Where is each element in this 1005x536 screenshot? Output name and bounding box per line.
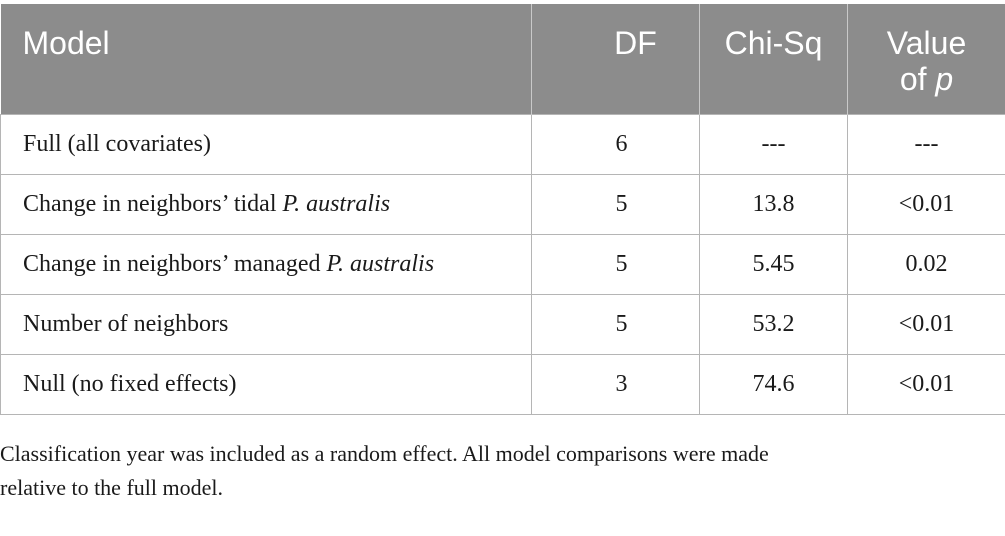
cell-pvalue: --- xyxy=(847,114,1005,175)
footnote-line-2: relative to the full model. xyxy=(0,475,223,500)
cell-model: Change in neighbors’ tidal P. australis xyxy=(0,174,532,235)
cell-model: Null (no fixed effects) xyxy=(0,354,532,415)
model-text: Full (all covariates) xyxy=(23,131,211,157)
cell-pvalue: <0.01 xyxy=(847,354,1005,415)
cell-pvalue: <0.01 xyxy=(847,174,1005,235)
header-pvalue-p: p xyxy=(935,61,954,97)
cell-df: 5 xyxy=(531,174,700,235)
cell-model: Number of neighbors xyxy=(0,294,532,355)
table-row: Number of neighbors 5 53.2 <0.01 xyxy=(0,294,1005,355)
model-species: P. australis xyxy=(282,191,391,217)
model-text: Null (no fixed effects) xyxy=(23,371,237,397)
table-header: Model DF Chi-Sq Value of p xyxy=(0,4,1005,115)
cell-df: 3 xyxy=(531,354,700,415)
table-row: Change in neighbors’ tidal P. australis … xyxy=(0,174,1005,235)
cell-df: 6 xyxy=(531,114,700,175)
cell-model: Change in neighbors’ managed P. australi… xyxy=(0,234,532,295)
header-row: Model DF Chi-Sq Value of p xyxy=(0,4,1005,115)
cell-df: 5 xyxy=(531,294,700,355)
header-chisq: Chi-Sq xyxy=(699,4,848,115)
table-row: Full (all covariates) 6 --- --- xyxy=(0,114,1005,175)
model-text: Number of neighbors xyxy=(23,311,229,337)
cell-chisq: --- xyxy=(699,114,848,175)
table-footnote: Classification year was included as a ra… xyxy=(0,437,1005,505)
results-table-container: Model DF Chi-Sq Value of p Full (all cov… xyxy=(0,4,1005,415)
table-row: Change in neighbors’ managed P. australi… xyxy=(0,234,1005,295)
header-model: Model xyxy=(0,4,532,115)
model-species: P. australis xyxy=(326,251,435,277)
header-pvalue-prefix: of xyxy=(899,61,936,97)
model-text: Change in neighbors’ tidal xyxy=(23,191,283,217)
header-df: DF xyxy=(531,4,700,115)
cell-chisq: 53.2 xyxy=(699,294,848,355)
footnote-line-1: Classification year was included as a ra… xyxy=(0,441,769,466)
cell-pvalue: <0.01 xyxy=(847,294,1005,355)
cell-chisq: 13.8 xyxy=(699,174,848,235)
cell-pvalue: 0.02 xyxy=(847,234,1005,295)
header-pvalue-line1: Value xyxy=(886,25,967,61)
cell-chisq: 5.45 xyxy=(699,234,848,295)
model-text: Change in neighbors’ managed xyxy=(23,251,327,277)
cell-df: 5 xyxy=(531,234,700,295)
table-body: Full (all covariates) 6 --- --- Change i… xyxy=(0,114,1005,415)
header-pvalue: Value of p xyxy=(847,4,1005,115)
model-comparison-table: Model DF Chi-Sq Value of p Full (all cov… xyxy=(0,4,1005,415)
cell-model: Full (all covariates) xyxy=(0,114,532,175)
table-row: Null (no fixed effects) 3 74.6 <0.01 xyxy=(0,354,1005,415)
cell-chisq: 74.6 xyxy=(699,354,848,415)
